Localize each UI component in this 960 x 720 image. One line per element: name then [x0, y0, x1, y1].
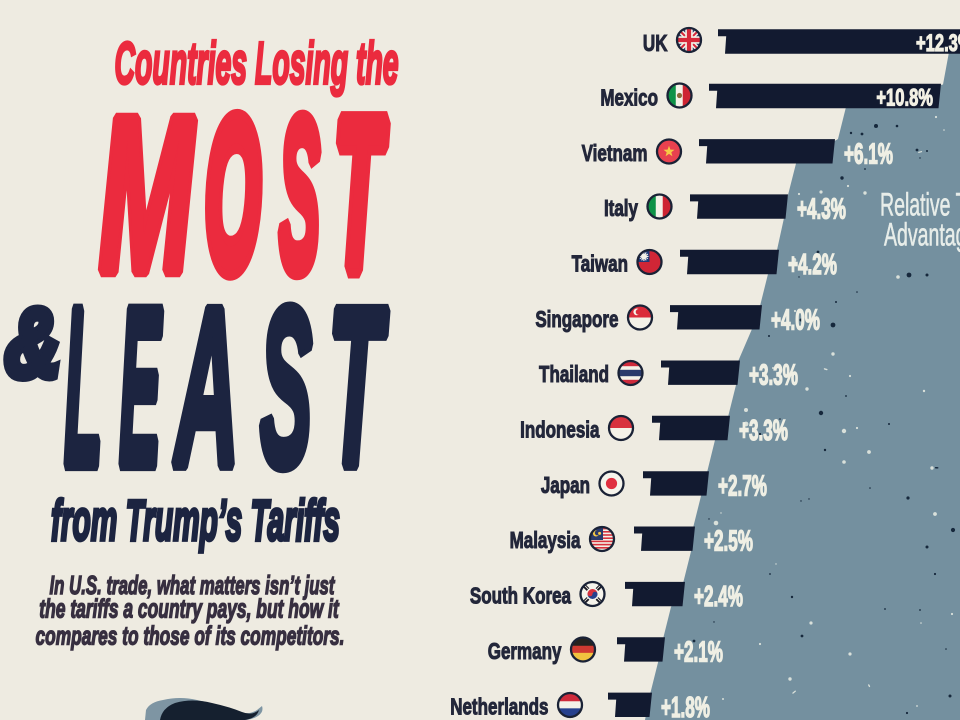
svg-text:+4.0%: +4.0% [771, 304, 820, 336]
svg-text:+3.3%: +3.3% [739, 415, 788, 447]
svg-text:L: L [64, 262, 102, 514]
svg-text:Advantage: Advantage [884, 217, 960, 253]
svg-text:Relative Tariff: Relative Tariff [880, 187, 960, 223]
svg-text:compares to those of its compe: compares to those of its competitors. [36, 621, 345, 650]
svg-text:+4.3%: +4.3% [797, 193, 846, 225]
svg-text:Countries Losing the: Countries Losing the [115, 30, 399, 96]
svg-text:Thailand: Thailand [539, 363, 609, 388]
svg-text:Malaysia: Malaysia [510, 529, 582, 554]
svg-text:+12.3%: +12.3% [916, 30, 960, 57]
svg-text:+2.4%: +2.4% [694, 581, 743, 613]
svg-text:In U.S. trade, what matters is: In U.S. trade, what matters isn’t just [50, 570, 336, 600]
svg-text:+2.5%: +2.5% [704, 525, 753, 557]
svg-text:T: T [328, 262, 388, 513]
svg-text:Italy: Italy [604, 197, 639, 222]
svg-text:+1.8%: +1.8% [661, 691, 710, 720]
svg-text:Taiwan: Taiwan [572, 252, 628, 277]
svg-text:Singapore: Singapore [535, 307, 618, 332]
svg-text:+2.7%: +2.7% [718, 470, 767, 502]
svg-text:Mexico: Mexico [600, 86, 658, 111]
svg-text:M: M [99, 72, 196, 319]
svg-text:+2.1%: +2.1% [674, 636, 723, 668]
svg-text:A: A [173, 262, 239, 513]
svg-text:E: E [119, 262, 163, 514]
svg-text:+6.1%: +6.1% [844, 138, 893, 170]
svg-text:Germany: Germany [488, 640, 562, 665]
svg-text:S: S [260, 261, 312, 514]
svg-text:+10.8%: +10.8% [876, 85, 933, 112]
svg-text:South Korea: South Korea [470, 584, 572, 609]
svg-text:Vietnam: Vietnam [582, 141, 648, 166]
svg-text:Indonesia: Indonesia [520, 418, 600, 443]
svg-text:UK: UK [643, 32, 668, 57]
svg-text:+4.2%: +4.2% [788, 249, 837, 281]
svg-text:&: & [5, 288, 61, 397]
svg-text:from Trump’s Tariffs: from Trump’s Tariffs [51, 489, 340, 553]
svg-text:S: S [279, 73, 320, 317]
svg-text:Netherlands: Netherlands [450, 695, 548, 720]
svg-text:Japan: Japan [541, 474, 590, 499]
svg-text:the tariffs a country pays, bu: the tariffs a country pays, but how it [39, 594, 340, 623]
svg-text:+3.3%: +3.3% [749, 359, 798, 391]
svg-text:O: O [205, 75, 260, 314]
